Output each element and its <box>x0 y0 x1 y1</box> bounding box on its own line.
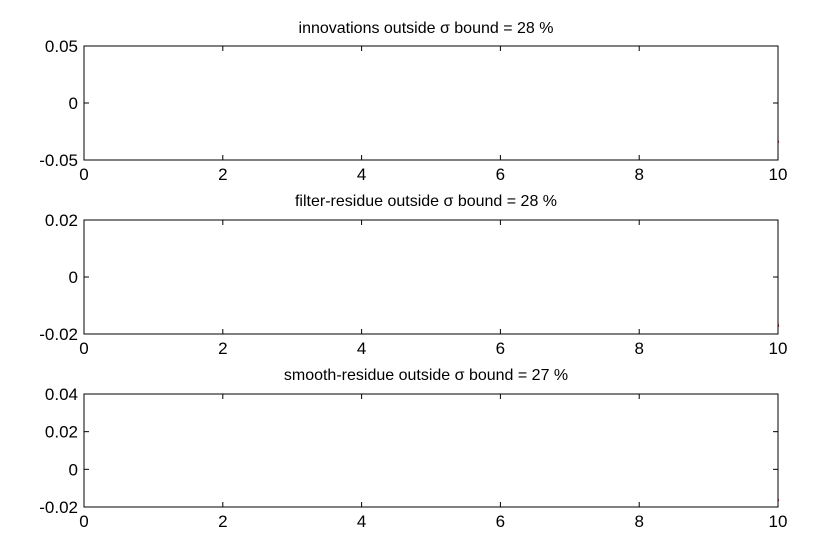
innovations-x-tick-label: 0 <box>79 165 88 184</box>
smooth-residue-x-tick-label: 6 <box>496 512 505 531</box>
filter-residue-y-tick-label: -0.02 <box>39 325 78 344</box>
innovations-x-tick-label: 4 <box>357 165 366 184</box>
smooth-residue-x-tick-label: 0 <box>79 512 88 531</box>
filter-residue-x-tick-label: 4 <box>357 339 366 358</box>
innovations-title: innovations outside σ bound = 28 % <box>299 20 554 37</box>
filter-residue-x-tick-label: 6 <box>496 339 505 358</box>
filter-residue-x-tick-label: 0 <box>79 339 88 358</box>
innovations-x-tick-label: 6 <box>496 165 505 184</box>
innovations-axes-frame <box>83 45 779 161</box>
smooth-residue-x-tick-label: 10 <box>769 512 788 531</box>
filter-residue-title: filter-residue outside σ bound = 28 % <box>295 193 557 210</box>
innovations-x-tick-label: 8 <box>634 165 643 184</box>
smooth-residue-y-tick-label: 0 <box>69 460 78 479</box>
filter-residue-x-tick-label: 2 <box>218 339 227 358</box>
smooth-residue-y-tick-label: 0.04 <box>45 385 78 404</box>
smooth-residue-title: smooth-residue outside σ bound = 27 % <box>284 367 568 384</box>
filter-residue-axes-frame <box>83 219 779 335</box>
smooth-residue-x-tick-label: 8 <box>634 512 643 531</box>
filter-residue-x-tick-label: 8 <box>634 339 643 358</box>
innovations-x-tick-label: 2 <box>218 165 227 184</box>
filter-residue-y-tick-label: 0 <box>69 268 78 287</box>
innovations-y-tick-label: 0.05 <box>45 37 78 56</box>
filter-residue-x-tick-label: 10 <box>769 339 788 358</box>
smooth-residue-x-tick-label: 2 <box>218 512 227 531</box>
smooth-residue-axes-frame <box>83 393 779 508</box>
innovations-y-tick-label: -0.05 <box>39 151 78 170</box>
smooth-residue-x-tick-label: 4 <box>357 512 366 531</box>
innovations-x-tick-label: 10 <box>769 165 788 184</box>
smooth-residue-y-tick-label: 0.02 <box>45 423 78 442</box>
filter-residue-y-tick-label: 0.02 <box>45 211 78 230</box>
smooth-residue-y-tick-label: -0.02 <box>39 498 78 517</box>
innovations-y-tick-label: 0 <box>69 94 78 113</box>
